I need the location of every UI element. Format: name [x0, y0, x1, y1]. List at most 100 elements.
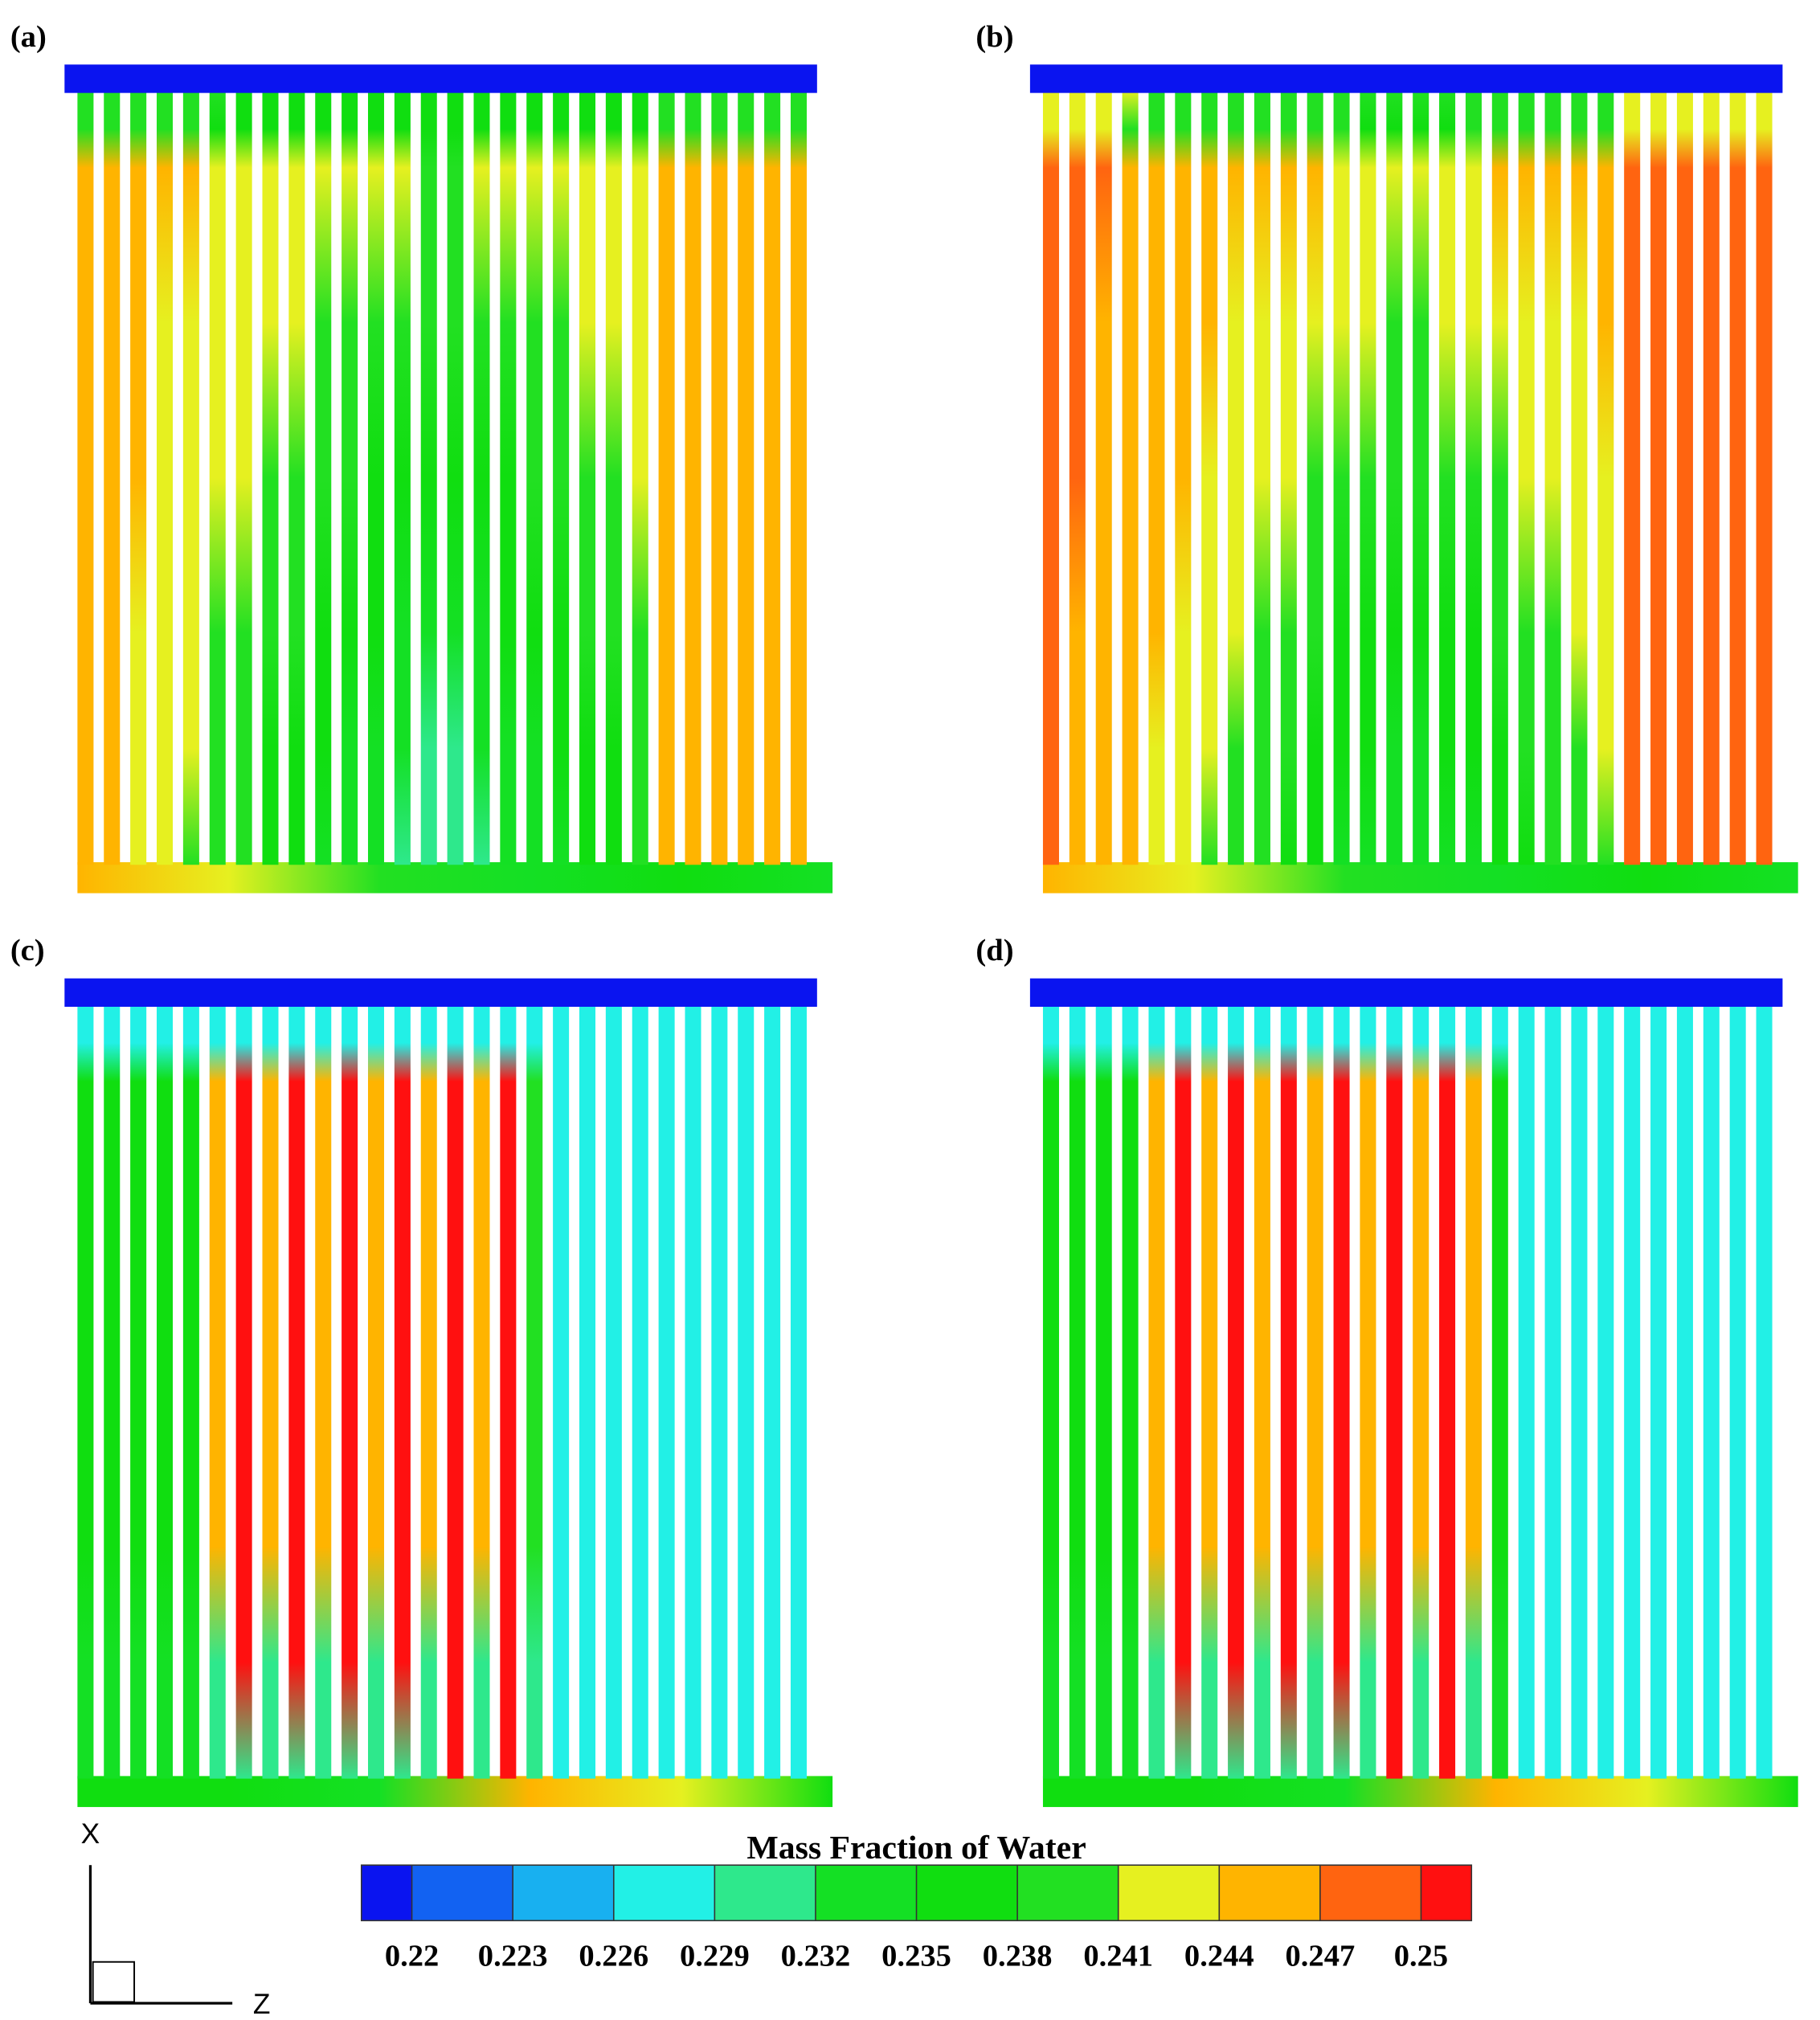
colorbar-tick-label: 0.235 — [881, 1940, 951, 1973]
channel — [1386, 1004, 1403, 1779]
channel — [420, 90, 437, 865]
axis-triad: X Z — [81, 1818, 271, 2020]
channel — [367, 1004, 385, 1779]
channel — [209, 90, 226, 865]
channel — [235, 90, 252, 865]
channel — [209, 1004, 226, 1779]
channel — [1544, 1004, 1561, 1779]
contour-panel: (a) — [10, 20, 833, 893]
channel — [1280, 1004, 1297, 1779]
channel — [579, 1004, 596, 1779]
channel — [1571, 1004, 1588, 1779]
channel — [1518, 90, 1535, 865]
colorbar-swatch — [916, 1865, 1018, 1921]
channel — [579, 90, 596, 865]
channel — [1491, 90, 1508, 865]
channel — [1095, 90, 1112, 865]
channel — [632, 1004, 648, 1779]
channel — [1571, 90, 1588, 865]
colorbar-tick-label: 0.232 — [781, 1940, 851, 1973]
channel — [1333, 90, 1350, 865]
channel — [1703, 1004, 1720, 1779]
contour-panel: (b) — [975, 20, 1798, 893]
channel — [1597, 1004, 1614, 1779]
channel — [1491, 1004, 1508, 1779]
inlet-manifold — [64, 978, 817, 1007]
colorbar-swatch — [361, 1865, 412, 1921]
channel — [342, 1004, 358, 1779]
colorbar-tick-label: 0.244 — [1184, 1940, 1254, 1973]
colorbar-swatch — [815, 1865, 917, 1921]
channel — [685, 1004, 701, 1779]
channel — [1544, 90, 1561, 865]
colorbar-swatch — [1118, 1865, 1220, 1921]
colorbar-swatch — [1421, 1865, 1472, 1921]
channel — [764, 1004, 781, 1779]
channel — [553, 1004, 570, 1779]
channel — [1307, 1004, 1323, 1779]
outlet-manifold — [77, 1776, 833, 1807]
colorbar-swatch — [1017, 1865, 1119, 1921]
channel — [1413, 90, 1429, 865]
channel — [1360, 90, 1376, 865]
channel — [1280, 90, 1297, 865]
channel — [1122, 1004, 1139, 1779]
channel — [1676, 90, 1693, 865]
colorbar-tick-label: 0.226 — [579, 1940, 648, 1973]
colorbar-swatch — [714, 1865, 816, 1921]
channel — [790, 90, 807, 865]
channel — [1703, 90, 1720, 865]
colorbar-tick-label: 0.238 — [983, 1940, 1053, 1973]
channel — [1465, 1004, 1482, 1779]
channel — [738, 1004, 755, 1779]
channel — [77, 1004, 94, 1779]
channel — [104, 90, 121, 865]
channel — [262, 90, 279, 865]
channel — [473, 90, 490, 865]
colorbar-tick-label: 0.241 — [1083, 1940, 1153, 1973]
axis-label-z: Z — [253, 1989, 271, 2020]
panel-label: (c) — [10, 934, 45, 967]
channel — [1439, 90, 1456, 865]
channel — [394, 1004, 411, 1779]
channel — [1624, 90, 1641, 865]
channel — [235, 1004, 252, 1779]
channel — [130, 1004, 147, 1779]
contour-panel: (c) — [10, 934, 833, 1807]
outlet-manifold — [77, 862, 833, 893]
colorbar-title: Mass Fraction of Water — [746, 1830, 1086, 1867]
colorbar-tick-label: 0.25 — [1394, 1940, 1448, 1973]
channel — [1175, 90, 1192, 865]
channel — [1201, 1004, 1218, 1779]
colorbar-swatch — [513, 1865, 614, 1921]
axis-label-x: X — [81, 1818, 100, 1850]
channel — [367, 90, 385, 865]
channel — [526, 90, 543, 865]
channel — [1333, 1004, 1350, 1779]
channel — [1729, 1004, 1746, 1779]
channel — [342, 90, 358, 865]
channel — [711, 90, 728, 865]
channel — [1069, 90, 1086, 865]
channel — [104, 1004, 121, 1779]
channel — [1518, 1004, 1535, 1779]
colorbar-tick-label: 0.22 — [385, 1940, 439, 1973]
channel — [1756, 1004, 1773, 1779]
channel — [1597, 90, 1614, 865]
channel — [157, 1004, 174, 1779]
channel — [658, 90, 675, 865]
colorbar-swatch — [613, 1865, 715, 1921]
channel — [1360, 1004, 1376, 1779]
colorbar-swatch — [1319, 1865, 1421, 1921]
inlet-manifold — [1029, 978, 1783, 1007]
channel — [315, 90, 332, 865]
panels: (a) (b) (c) (d) — [10, 20, 1798, 1807]
channel — [605, 90, 622, 865]
channel — [1439, 1004, 1456, 1779]
channel — [315, 1004, 332, 1779]
channel — [262, 1004, 279, 1779]
channel — [1386, 90, 1403, 865]
channel — [288, 1004, 305, 1779]
